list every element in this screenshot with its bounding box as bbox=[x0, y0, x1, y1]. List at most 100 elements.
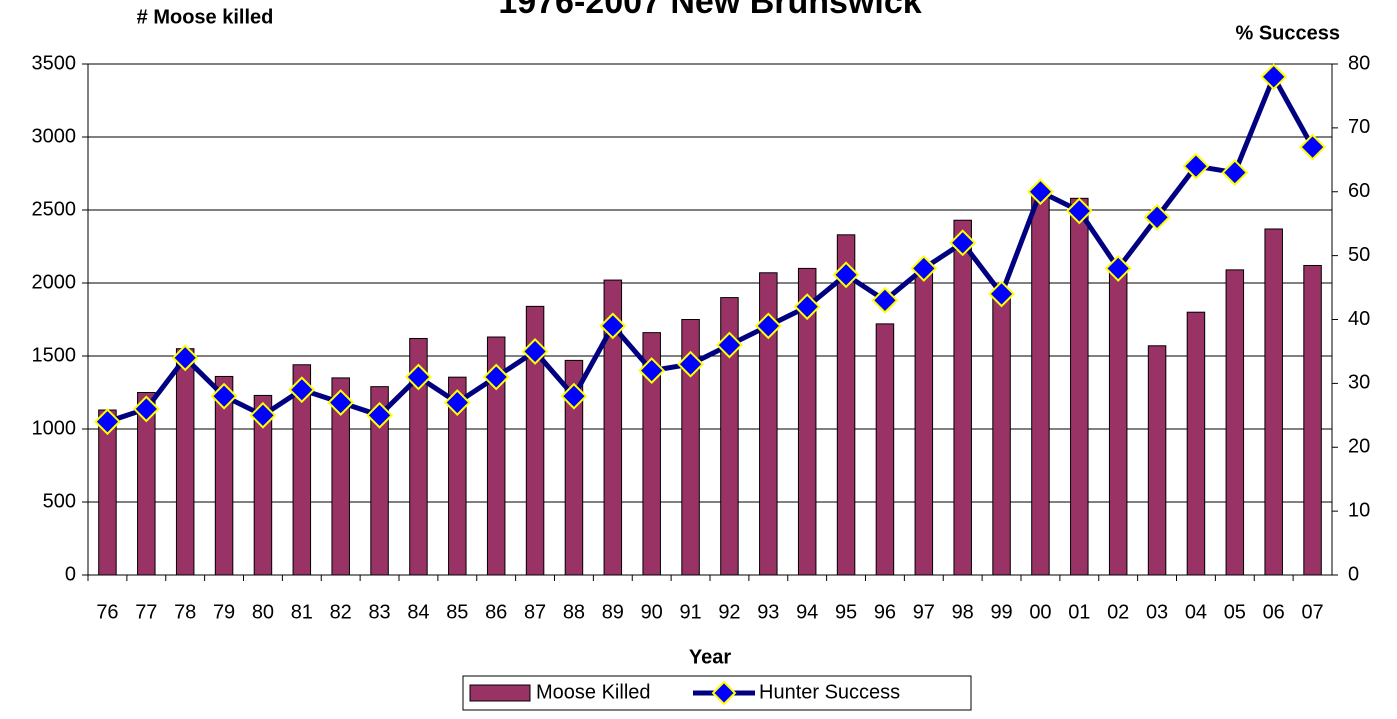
marker bbox=[521, 338, 549, 365]
x-tick-label: 92 bbox=[718, 601, 740, 623]
bar bbox=[409, 337, 428, 576]
bar bbox=[642, 332, 661, 576]
bar bbox=[486, 336, 506, 576]
y-tick-label: 1500 bbox=[32, 344, 77, 366]
marker bbox=[482, 363, 510, 391]
legend-label: Hunter Success bbox=[759, 681, 900, 703]
marker bbox=[677, 350, 704, 378]
bar bbox=[1303, 264, 1322, 576]
x-tick-label: 84 bbox=[407, 601, 429, 623]
y-tick-label: 1000 bbox=[32, 417, 77, 439]
x-tick-label: 81 bbox=[291, 601, 313, 623]
x-tick-label: 93 bbox=[757, 601, 779, 623]
x-tick-label: 94 bbox=[796, 601, 818, 623]
x-tick-label: 76 bbox=[96, 601, 118, 623]
y2-tick-label: 10 bbox=[1348, 499, 1370, 521]
bar bbox=[992, 289, 1011, 576]
x-tick-label: 85 bbox=[446, 601, 468, 623]
x-tick-label: 00 bbox=[1029, 601, 1051, 623]
bar bbox=[1186, 311, 1206, 576]
marker bbox=[1104, 254, 1132, 282]
marker bbox=[405, 363, 432, 391]
marker bbox=[638, 357, 666, 385]
y-tick-label: 3000 bbox=[32, 125, 77, 147]
bar bbox=[137, 392, 156, 576]
marker bbox=[210, 382, 238, 410]
x-tick-label: 77 bbox=[135, 601, 157, 623]
x-tick-label: 01 bbox=[1068, 601, 1090, 623]
x-tick-label: 90 bbox=[641, 601, 663, 623]
y2-tick-label: 70 bbox=[1348, 116, 1370, 138]
bar bbox=[681, 319, 700, 576]
x-tick-label: 86 bbox=[485, 601, 507, 623]
marker bbox=[1065, 197, 1093, 225]
bar bbox=[1264, 228, 1283, 576]
bar bbox=[720, 297, 739, 576]
x-tick-label: 98 bbox=[952, 601, 974, 623]
marker bbox=[599, 312, 627, 340]
y-tick-label: 0 bbox=[65, 563, 76, 585]
marker bbox=[1299, 133, 1326, 161]
y-axis-title: # Moose killed bbox=[137, 6, 274, 28]
x-tick-label: 97 bbox=[913, 601, 935, 623]
bar bbox=[953, 219, 972, 576]
marker bbox=[1182, 152, 1210, 180]
marker bbox=[754, 312, 782, 340]
marker bbox=[560, 382, 588, 410]
bar bbox=[759, 272, 778, 576]
marker bbox=[366, 401, 393, 429]
marker bbox=[249, 401, 277, 429]
y-tick-label: 2000 bbox=[32, 271, 77, 293]
marker bbox=[171, 344, 199, 372]
y2-tick-label: 20 bbox=[1348, 436, 1370, 458]
x-tick-label: 06 bbox=[1263, 601, 1285, 623]
y2-tick-label: 60 bbox=[1348, 180, 1370, 202]
marker bbox=[327, 389, 355, 416]
x-tick-label: 80 bbox=[252, 601, 274, 623]
marker bbox=[832, 261, 860, 289]
x-tick-label: 02 bbox=[1107, 601, 1129, 623]
bar bbox=[331, 377, 350, 576]
x-tick-label: 95 bbox=[835, 601, 857, 623]
marker bbox=[1143, 203, 1171, 231]
marker bbox=[288, 376, 316, 404]
bar bbox=[370, 386, 389, 576]
bar bbox=[448, 376, 467, 576]
y2-tick-label: 80 bbox=[1348, 52, 1370, 74]
bar bbox=[1225, 269, 1245, 576]
y2-tick-label: 50 bbox=[1348, 244, 1370, 266]
x-tick-label: 96 bbox=[874, 601, 896, 623]
x-tick-label: 99 bbox=[990, 601, 1012, 623]
marker bbox=[910, 254, 938, 282]
x-tick-label: 82 bbox=[330, 601, 352, 623]
marker bbox=[793, 293, 821, 321]
y-tick-label: 2500 bbox=[32, 198, 77, 220]
bar bbox=[603, 279, 623, 576]
x-tick-label: 04 bbox=[1185, 601, 1207, 623]
marker bbox=[1027, 178, 1054, 206]
bar bbox=[175, 348, 195, 576]
x-tick-label: 78 bbox=[174, 601, 196, 623]
x-tick-label: 89 bbox=[602, 601, 624, 623]
bar bbox=[525, 305, 545, 576]
legend-label: Moose Killed bbox=[536, 681, 651, 703]
legend-marker bbox=[711, 680, 737, 706]
bar bbox=[836, 234, 856, 576]
x-tick-label: 88 bbox=[563, 601, 585, 623]
chart-title: 1976-2007 New Brunswick bbox=[498, 0, 921, 21]
y2-axis-title: % Success bbox=[1235, 22, 1340, 44]
bar bbox=[1108, 269, 1128, 576]
bar bbox=[564, 359, 584, 576]
x-tick-label: 79 bbox=[213, 601, 235, 623]
bar bbox=[1031, 194, 1050, 576]
y2-tick-label: 30 bbox=[1348, 372, 1370, 394]
x-axis-title: Year bbox=[689, 646, 731, 668]
bar bbox=[875, 323, 895, 576]
x-tick-label: 87 bbox=[524, 601, 546, 623]
marker bbox=[716, 331, 743, 359]
bar bbox=[914, 267, 934, 576]
marker bbox=[1221, 159, 1249, 187]
x-tick-label: 03 bbox=[1146, 601, 1168, 623]
bar bbox=[797, 267, 817, 576]
